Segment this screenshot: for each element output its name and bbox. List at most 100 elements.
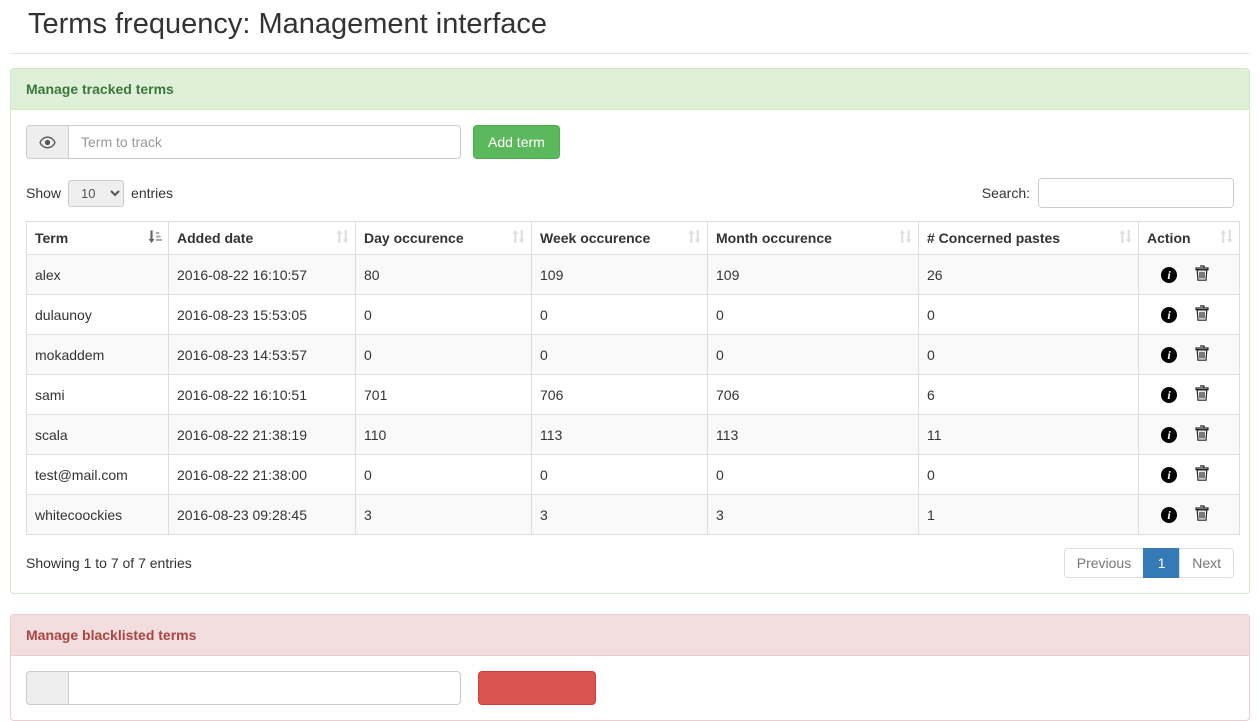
trash-icon[interactable] [1195, 505, 1209, 524]
month-occurence-cell: 0 [707, 454, 919, 495]
info-icon[interactable]: i [1161, 346, 1177, 363]
column-header-added-date[interactable]: Added date [168, 221, 356, 255]
trash-icon[interactable] [1195, 305, 1209, 324]
table-row: whitecoockies 2016-08-23 09:28:45 3 3 3 … [26, 494, 1240, 535]
blacklisted-terms-body [11, 656, 1249, 720]
sort-both-icon [512, 230, 525, 247]
action-cell: i [1138, 374, 1240, 415]
table-row: mokaddem 2016-08-23 14:53:57 0 0 0 0 i [26, 334, 1240, 375]
blacklist-term-button[interactable] [478, 671, 596, 705]
term-cell: whitecoockies [26, 494, 169, 535]
page-title: Terms frequency: Management interface [28, 8, 548, 40]
eye-icon [26, 125, 68, 159]
info-icon[interactable]: i [1161, 466, 1177, 483]
week-occurence-cell: 0 [531, 334, 708, 375]
tracked-terms-body: Add term Show 10 entries Search: [11, 110, 1249, 593]
info-icon[interactable]: i [1161, 386, 1177, 403]
week-occurence-cell: 3 [531, 494, 708, 535]
sort-both-icon [1119, 230, 1132, 247]
info-icon[interactable]: i [1161, 426, 1177, 443]
added-date-cell: 2016-08-22 21:38:00 [168, 454, 356, 495]
page-length-select[interactable]: 10 [68, 179, 125, 207]
search-label: Search: [981, 185, 1030, 201]
added-date-cell: 2016-08-23 09:28:45 [168, 494, 356, 535]
info-icon[interactable]: i [1161, 506, 1177, 523]
week-occurence-cell: 0 [531, 454, 708, 495]
info-icon[interactable]: i [1161, 266, 1177, 283]
day-occurence-cell: 3 [355, 494, 532, 535]
trash-icon[interactable] [1195, 465, 1209, 484]
week-occurence-cell: 109 [531, 254, 708, 295]
trash-icon[interactable] [1195, 345, 1209, 364]
action-cell: i [1138, 254, 1240, 295]
blacklist-addon [26, 671, 68, 705]
blacklist-term-input[interactable] [68, 671, 461, 705]
term-cell: alex [26, 254, 169, 295]
column-header-term[interactable]: Term [26, 221, 169, 255]
term-cell: scala [26, 414, 169, 455]
tracked-terms-heading: Manage tracked terms [11, 69, 1249, 110]
search-input[interactable] [1038, 178, 1234, 208]
column-header-month-occurence[interactable]: Month occurence [707, 221, 919, 255]
column-header-week-occurence[interactable]: Week occurence [531, 221, 708, 255]
week-occurence-cell: 706 [531, 374, 708, 415]
sort-ascending-icon [148, 230, 162, 247]
day-occurence-cell: 110 [355, 414, 532, 455]
sort-both-icon [688, 230, 701, 247]
column-header-concerned-pastes[interactable]: # Concerned pastes [918, 221, 1139, 255]
trash-icon[interactable] [1195, 265, 1209, 284]
added-date-cell: 2016-08-22 16:10:51 [168, 374, 356, 415]
terms-table-body: alex 2016-08-22 16:10:57 80 109 109 26 i [26, 254, 1240, 535]
table-row: test@mail.com 2016-08-22 21:38:00 0 0 0 … [26, 454, 1240, 495]
blacklisted-terms-heading: Manage blacklisted terms [11, 615, 1249, 656]
search-control: Search: [982, 178, 1234, 208]
table-header-row: Term Added date [26, 221, 1240, 255]
datatable-controls: Show 10 entries Search: [26, 178, 1234, 208]
table-row: sami 2016-08-22 16:10:51 701 706 706 6 i [26, 374, 1240, 415]
pagination-page-1-button[interactable]: 1 [1143, 548, 1181, 578]
pagination-next-button[interactable]: Next [1179, 548, 1234, 578]
table-info-text: Showing 1 to 7 of 7 entries [26, 555, 192, 571]
term-input-group [26, 125, 461, 159]
action-cell: i [1138, 414, 1240, 455]
term-cell: sami [26, 374, 169, 415]
month-occurence-cell: 0 [707, 294, 919, 335]
added-date-cell: 2016-08-22 21:38:19 [168, 414, 356, 455]
trash-icon[interactable] [1195, 425, 1209, 444]
add-term-form: Add term [26, 125, 1234, 159]
column-header-day-occurence[interactable]: Day occurence [355, 221, 532, 255]
term-cell: dulaunoy [26, 294, 169, 335]
concerned-pastes-cell: 26 [918, 254, 1139, 295]
term-to-track-input[interactable] [68, 125, 461, 159]
month-occurence-cell: 109 [707, 254, 919, 295]
month-occurence-cell: 113 [707, 414, 919, 455]
day-occurence-cell: 701 [355, 374, 532, 415]
datatable-footer: Showing 1 to 7 of 7 entries Previous 1 N… [26, 548, 1234, 578]
add-term-button[interactable]: Add term [473, 125, 560, 159]
table-row: scala 2016-08-22 21:38:19 110 113 113 11… [26, 414, 1240, 455]
concerned-pastes-cell: 6 [918, 374, 1139, 415]
table-row: alex 2016-08-22 16:10:57 80 109 109 26 i [26, 254, 1240, 295]
page-header: Terms frequency: Management interface [10, 8, 1250, 54]
month-occurence-cell: 3 [707, 494, 919, 535]
term-cell: mokaddem [26, 334, 169, 375]
column-header-action[interactable]: Action [1138, 221, 1240, 255]
action-cell: i [1138, 334, 1240, 375]
info-icon[interactable]: i [1161, 306, 1177, 323]
added-date-cell: 2016-08-23 14:53:57 [168, 334, 356, 375]
day-occurence-cell: 0 [355, 294, 532, 335]
month-occurence-cell: 0 [707, 334, 919, 375]
table-row: dulaunoy 2016-08-23 15:53:05 0 0 0 0 i [26, 294, 1240, 335]
concerned-pastes-cell: 0 [918, 454, 1139, 495]
month-occurence-cell: 706 [707, 374, 919, 415]
tracked-terms-table: Term Added date [26, 221, 1240, 535]
added-date-cell: 2016-08-23 15:53:05 [168, 294, 356, 335]
sort-both-icon [1220, 230, 1233, 247]
pagination: Previous 1 Next [1063, 548, 1234, 578]
blacklisted-terms-panel: Manage blacklisted terms [10, 614, 1250, 721]
sort-both-icon [336, 230, 349, 247]
page-length-control: Show 10 entries [26, 179, 173, 207]
day-occurence-cell: 0 [355, 334, 532, 375]
trash-icon[interactable] [1195, 385, 1209, 404]
pagination-previous-button[interactable]: Previous [1063, 548, 1145, 578]
